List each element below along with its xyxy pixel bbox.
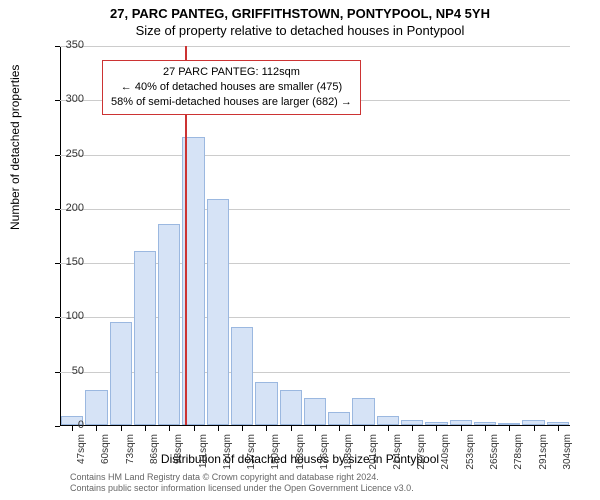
x-tick-mark xyxy=(169,426,170,431)
chart-area: 27 PARC PANTEG: 112sqm ← 40% of detached… xyxy=(60,46,570,426)
bar xyxy=(207,199,229,425)
bar xyxy=(522,420,544,425)
x-tick-label: 86sqm xyxy=(149,434,160,484)
bar xyxy=(255,382,277,425)
x-tick-label: 124sqm xyxy=(222,434,233,484)
bar xyxy=(547,422,569,425)
gridline xyxy=(60,46,570,47)
bar xyxy=(377,416,399,425)
y-tick-label: 300 xyxy=(44,93,84,105)
bar xyxy=(450,420,472,425)
y-axis-label: Number of detached properties xyxy=(8,65,22,230)
x-tick-label: 240sqm xyxy=(440,434,451,484)
bar xyxy=(498,423,520,425)
y-tick-label: 350 xyxy=(44,39,84,51)
x-tick-label: 265sqm xyxy=(489,434,500,484)
x-tick-mark xyxy=(339,426,340,431)
bar xyxy=(401,420,423,425)
bar xyxy=(425,422,447,425)
chart-container: 27, PARC PANTEG, GRIFFITHSTOWN, PONTYPOO… xyxy=(0,0,600,500)
bar xyxy=(280,390,302,425)
y-tick-label: 100 xyxy=(44,310,84,322)
x-tick-label: 291sqm xyxy=(538,434,549,484)
x-tick-mark xyxy=(266,426,267,431)
x-tick-mark xyxy=(242,426,243,431)
x-tick-label: 304sqm xyxy=(562,434,573,484)
info-line1: 27 PARC PANTEG: 112sqm xyxy=(111,65,352,80)
x-tick-label: 176sqm xyxy=(319,434,330,484)
y-tick-label: 150 xyxy=(44,256,84,268)
footer-line2: Contains public sector information licen… xyxy=(70,483,414,494)
x-tick-label: 98sqm xyxy=(173,434,184,484)
x-tick-mark xyxy=(96,426,97,431)
y-tick-label: 50 xyxy=(44,365,84,377)
x-tick-label: 47sqm xyxy=(76,434,87,484)
gridline xyxy=(60,155,570,156)
title-subtitle: Size of property relative to detached ho… xyxy=(0,21,600,38)
x-tick-mark xyxy=(534,426,535,431)
x-tick-label: 150sqm xyxy=(270,434,281,484)
info-line3: 58% of semi-detached houses are larger (… xyxy=(111,95,352,110)
x-tick-label: 163sqm xyxy=(295,434,306,484)
x-tick-label: 111sqm xyxy=(198,434,209,484)
x-tick-label: 227sqm xyxy=(416,434,427,484)
x-tick-mark xyxy=(412,426,413,431)
x-tick-mark xyxy=(388,426,389,431)
y-tick-label: 0 xyxy=(44,419,84,431)
x-tick-mark xyxy=(485,426,486,431)
x-tick-mark xyxy=(509,426,510,431)
x-tick-label: 188sqm xyxy=(343,434,354,484)
bar xyxy=(352,398,374,425)
bar xyxy=(474,422,496,425)
x-tick-label: 60sqm xyxy=(100,434,111,484)
bar xyxy=(158,224,180,425)
x-tick-label: 201sqm xyxy=(368,434,379,484)
x-tick-mark xyxy=(121,426,122,431)
x-tick-mark xyxy=(145,426,146,431)
bar xyxy=(328,412,350,425)
x-tick-mark xyxy=(461,426,462,431)
bar xyxy=(231,327,253,425)
x-tick-label: 73sqm xyxy=(125,434,136,484)
bar xyxy=(304,398,326,425)
x-tick-label: 253sqm xyxy=(465,434,476,484)
x-tick-mark xyxy=(194,426,195,431)
y-tick-label: 250 xyxy=(44,148,84,160)
footer-line1: Contains HM Land Registry data © Crown c… xyxy=(70,472,414,483)
x-tick-label: 137sqm xyxy=(246,434,257,484)
title-address: 27, PARC PANTEG, GRIFFITHSTOWN, PONTYPOO… xyxy=(0,0,600,21)
x-tick-mark xyxy=(436,426,437,431)
x-tick-mark xyxy=(315,426,316,431)
x-tick-label: 214sqm xyxy=(392,434,403,484)
bar xyxy=(110,322,132,425)
x-tick-mark xyxy=(291,426,292,431)
bar xyxy=(85,390,107,425)
gridline xyxy=(60,209,570,210)
x-tick-mark xyxy=(218,426,219,431)
y-tick-label: 200 xyxy=(44,202,84,214)
footer: Contains HM Land Registry data © Crown c… xyxy=(70,472,414,494)
x-tick-label: 278sqm xyxy=(513,434,524,484)
info-box: 27 PARC PANTEG: 112sqm ← 40% of detached… xyxy=(102,60,361,115)
x-tick-mark xyxy=(364,426,365,431)
info-line2: ← 40% of detached houses are smaller (47… xyxy=(111,80,352,95)
x-tick-mark xyxy=(558,426,559,431)
bar xyxy=(134,251,156,425)
